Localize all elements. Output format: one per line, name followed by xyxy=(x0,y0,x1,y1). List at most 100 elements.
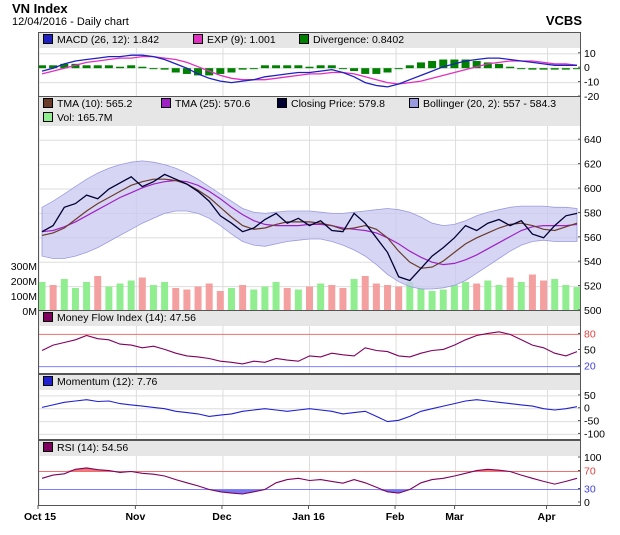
legend-bollinger-label: Bollinger (20, 2): 557 - 584.3 xyxy=(423,98,557,110)
volume-bar-36 xyxy=(439,289,447,312)
volume-bar-34 xyxy=(417,288,425,312)
macd-divergence-bar-45 xyxy=(539,68,548,70)
macd-divergence-bar-47 xyxy=(561,68,570,70)
legend-close-label: Closing Price: 579.8 xyxy=(291,98,385,110)
legend-tma10-swatch xyxy=(43,98,53,108)
macd-divergence-bar-27 xyxy=(338,68,347,70)
volume-bar-29 xyxy=(361,276,369,312)
macd-divergence-bar-8 xyxy=(127,65,136,69)
macd-divergence-bar-38 xyxy=(461,59,470,69)
macd-ytick-label-2: -10 xyxy=(584,77,599,89)
volume-bar-4 xyxy=(83,282,91,312)
legend-tma25-label: TMA (25): 570.6 xyxy=(175,98,251,110)
macd-divergence-bar-25 xyxy=(316,65,325,69)
legend-bollinger-swatch xyxy=(409,98,419,108)
price-ytick-label-6: 520 xyxy=(584,281,602,293)
rsi-panel: RSI (14): 54.56 xyxy=(38,440,581,506)
volume-tick-label-3: 0M xyxy=(22,306,37,318)
macd-divergence-bar-17 xyxy=(227,68,236,73)
volume-bar-6 xyxy=(105,286,113,312)
price-legend: TMA (10): 565.2 TMA (25): 570.6 Closing … xyxy=(39,97,580,126)
macd-divergence-bar-39 xyxy=(472,60,481,69)
momentum-ytick-label-1: 0 xyxy=(584,403,590,415)
volume-bar-21 xyxy=(272,282,280,312)
volume-bar-7 xyxy=(116,283,124,312)
volume-bar-12 xyxy=(172,288,180,312)
macd-legend: MACD (26, 12): 1.842 EXP (9): 1.001 Dive… xyxy=(39,33,580,48)
macd-divergence-bar-2 xyxy=(60,63,69,69)
macd-divergence-bar-43 xyxy=(517,68,526,70)
momentum-ytick-label-2: -50 xyxy=(584,416,599,428)
momentum-ytick-label-0: 50 xyxy=(584,390,596,402)
x-tick-label-3: Jan 16 xyxy=(292,511,325,523)
volume-bar-10 xyxy=(149,285,157,312)
volume-bar-40 xyxy=(484,280,492,312)
macd-divergence-bar-16 xyxy=(216,68,225,74)
mfi-ytick-label-0: 80 xyxy=(584,328,596,340)
tma25-line xyxy=(41,179,578,266)
volume-bar-44 xyxy=(528,274,536,312)
macd-divergence-bar-19 xyxy=(249,68,258,70)
legend-macd: MACD (26, 12): 1.842 xyxy=(43,34,159,46)
legend-vol-swatch xyxy=(43,112,53,122)
macd-divergence-bar-34 xyxy=(416,62,425,69)
volume-bar-41 xyxy=(495,285,503,312)
macd-divergence-bar-9 xyxy=(138,66,147,69)
legend-macd-label: MACD (26, 12): 1.842 xyxy=(57,34,160,46)
macd-divergence-bar-11 xyxy=(160,68,169,70)
macd-divergence-bar-42 xyxy=(506,66,515,69)
mfi-ytick-label-1: 50 xyxy=(584,345,596,357)
volume-bar-2 xyxy=(60,279,68,312)
price-ytick-label-0: 640 xyxy=(584,134,602,146)
volume-bar-13 xyxy=(183,289,191,312)
x-tick-label-1: Nov xyxy=(125,511,145,523)
macd-divergence-bar-5 xyxy=(93,65,102,69)
x-tick-label-0: Oct 15 xyxy=(24,511,56,523)
legend-macd-swatch xyxy=(43,34,53,44)
legend-rsi: RSI (14): 54.56 xyxy=(43,442,128,454)
volume-bar-19 xyxy=(250,289,258,312)
momentum-line xyxy=(41,399,578,423)
macd-divergence-bar-21 xyxy=(272,65,281,69)
volume-bar-22 xyxy=(283,288,291,312)
volume-bar-39 xyxy=(473,283,481,312)
rsi-ytick-label-0: 100 xyxy=(584,452,602,464)
legend-mfi: Money Flow Index (14): 47.56 xyxy=(43,312,196,324)
volume-bar-26 xyxy=(328,285,336,312)
macd-divergence-bar-13 xyxy=(182,68,191,74)
brand-label: VCBS xyxy=(545,13,582,28)
price-ytick-label-2: 600 xyxy=(584,183,602,195)
x-tick-label-6: Apr xyxy=(537,511,555,523)
legend-divergence-swatch xyxy=(299,34,309,44)
volume-bar-3 xyxy=(71,288,79,312)
legend-exp-swatch xyxy=(193,34,203,44)
legend-mfi-swatch xyxy=(43,312,53,322)
macd-divergence-bar-6 xyxy=(104,65,113,69)
rsi-line xyxy=(41,467,578,495)
macd-exp-line xyxy=(41,55,578,85)
legend-vol: Vol: 165.7M xyxy=(43,112,112,124)
macd-panel: MACD (26, 12): 1.842 EXP (9): 1.001 Dive… xyxy=(38,32,581,98)
price-ytick-label-5: 540 xyxy=(584,256,602,268)
macd-divergence-bar-36 xyxy=(439,59,448,69)
volume-bar-1 xyxy=(49,285,57,312)
volume-bar-14 xyxy=(194,286,202,312)
volume-bar-35 xyxy=(428,291,436,312)
macd-divergence-bar-20 xyxy=(260,65,269,69)
volume-bar-0 xyxy=(39,282,46,312)
legend-exp: EXP (9): 1.001 xyxy=(193,34,276,46)
legend-bollinger: Bollinger (20, 2): 557 - 584.3 xyxy=(409,98,556,110)
price-ytick-label-7: 500 xyxy=(584,305,602,317)
volume-bar-18 xyxy=(239,285,247,312)
x-axis: Oct 15 Nov Dec Jan 16 Feb Mar Apr xyxy=(24,505,556,523)
volume-bar-25 xyxy=(317,283,325,312)
price-ytick-label-3: 580 xyxy=(584,207,602,219)
x-tick-label-2: Dec xyxy=(212,511,231,523)
volume-tick-label-2: 100M xyxy=(11,291,37,303)
macd-divergence-bar-48 xyxy=(573,68,580,70)
macd-divergence-bar-14 xyxy=(194,68,203,76)
legend-exp-label: EXP (9): 1.001 xyxy=(207,34,276,46)
closing-price-line xyxy=(41,173,578,282)
y-axes: 100-10-206406206005805605405205008050205… xyxy=(578,48,605,509)
x-tick-label-4: Feb xyxy=(386,511,405,523)
